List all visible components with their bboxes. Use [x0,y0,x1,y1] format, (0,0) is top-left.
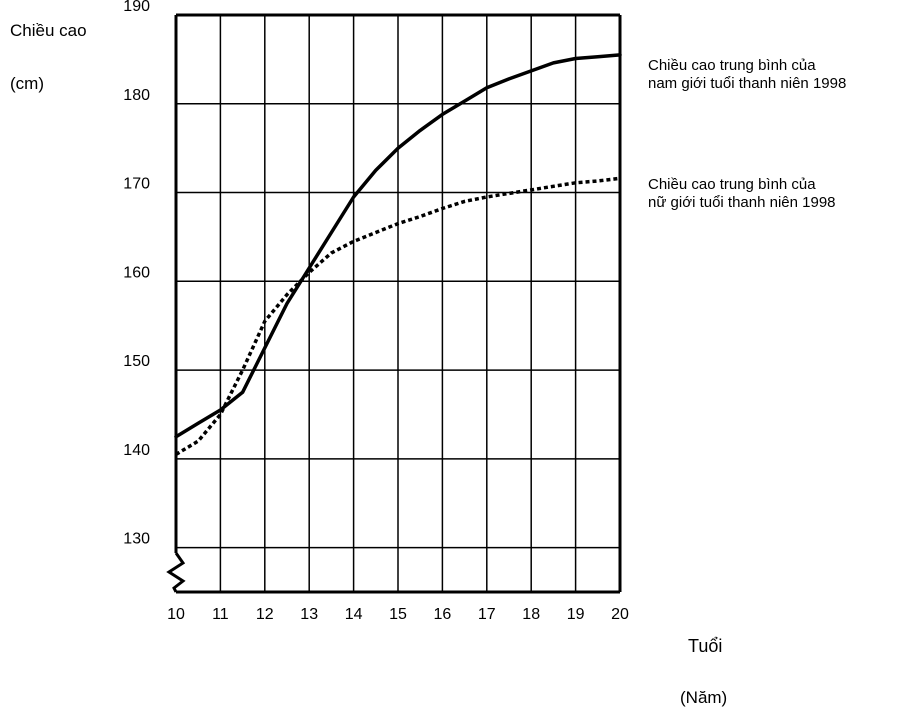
y-tick-label: 140 [123,442,150,459]
y-tick-label: 170 [123,176,150,193]
y-axis-label: Chiều cao [10,21,87,40]
x-axis-label: Tuổi [688,636,723,656]
x-tick-label: 14 [345,606,363,623]
x-tick-label: 13 [300,606,318,623]
x-tick-label: 12 [256,606,274,623]
height-growth-chart: 10 11 12 13 14 15 16 17 18 19 20 130 140 150 160 170 180… [123,0,629,623]
y-tick-label: 190 [123,0,150,15]
legend-female-line1: Chiều cao trung bình của [648,176,816,193]
y-tick-label: 150 [123,353,150,370]
series-layer [174,53,622,456]
x-axis-unit: (Năm) [680,688,728,707]
series-male-line [174,53,622,439]
x-tick-label: 20 [611,606,629,623]
legend-female: Chiều cao trung bình của nữ giới tuổi th… [648,176,836,212]
series-female-line [175,176,621,456]
grid [176,15,620,592]
y-tick-label: 160 [123,264,150,281]
y-axis-unit: (cm) [10,74,44,93]
x-tick-label: 15 [389,606,407,623]
x-tick-label: 16 [434,606,452,623]
legend-male-line2: nam giới tuổi thanh niên 1998 [648,75,847,92]
axis-break-icon [166,552,186,593]
legend-female-line2: nữ giới tuổi thanh niên 1998 [648,194,836,211]
y-tick-label: 180 [123,87,150,104]
tick-labels: 10 11 12 13 14 15 16 17 18 19 20 130 140 150 160 170 180… [123,0,629,623]
x-tick-label: 18 [522,606,540,623]
x-tick-label: 10 [167,606,185,623]
x-tick-label: 19 [567,606,585,623]
x-tick-label: 11 [212,606,229,623]
legend-male-line1: Chiều cao trung bình của [648,57,816,74]
x-tick-label: 17 [478,606,496,623]
y-tick-label: 130 [123,531,150,548]
plot-frame [166,13,622,594]
legend-male: Chiều cao trung bình của nam giới tuổi t… [648,57,846,93]
